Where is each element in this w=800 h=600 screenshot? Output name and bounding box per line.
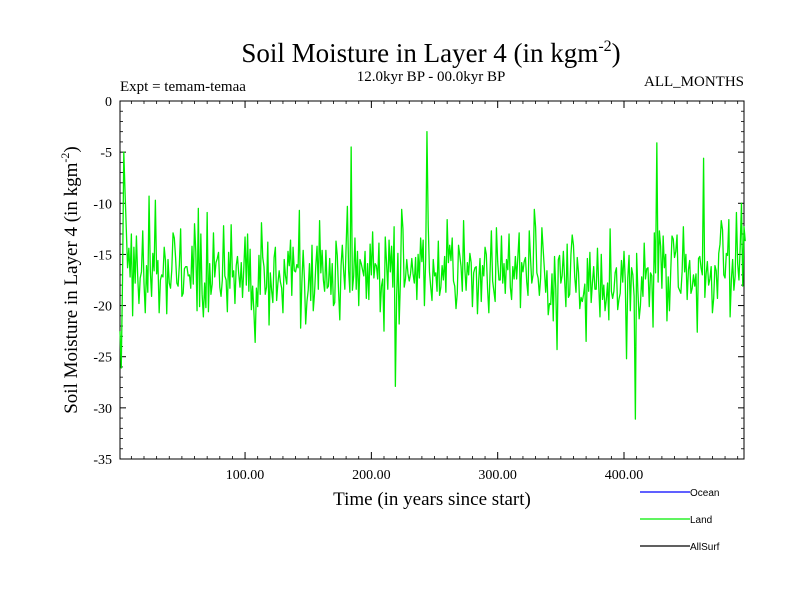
months-label: ALL_MONTHS bbox=[644, 74, 744, 90]
legend-land-label: Land bbox=[690, 515, 712, 526]
y-tick-label: -20 bbox=[93, 300, 112, 315]
chart-title-superscript: -2 bbox=[598, 38, 611, 55]
x-axis-label: Time (in years since start) bbox=[333, 489, 531, 510]
chart-title-close: ) bbox=[612, 38, 621, 68]
chart-title: Soil Moisture in Layer 4 (in kgm-2) bbox=[241, 38, 620, 68]
y-axis-label-text: Soil Moisture in Layer 4 (in kgm bbox=[61, 162, 82, 413]
chart-subtitle: 12.0kyr BP - 00.0kyr BP bbox=[357, 69, 506, 85]
x-tick-label: 400.00 bbox=[605, 468, 644, 483]
y-tick-label: -10 bbox=[93, 197, 112, 212]
y-tick-label: -25 bbox=[93, 351, 112, 366]
experiment-label: Expt = temam-temaa bbox=[120, 79, 246, 95]
x-tick-label: 300.00 bbox=[478, 468, 517, 483]
legend-ocean-label: Ocean bbox=[690, 488, 719, 499]
y-tick-label: -35 bbox=[93, 453, 112, 468]
y-tick-label: -5 bbox=[100, 146, 112, 161]
legend: Ocean Land AllSurf bbox=[640, 488, 720, 553]
series-layer bbox=[119, 131, 746, 420]
chart-title-text: Soil Moisture in Layer 4 (in kgm bbox=[241, 38, 598, 68]
x-axis: 100.00 200.00 300.00 400.00 bbox=[130, 101, 739, 483]
y-axis-label: Soil Moisture in Layer 4 (in kgm-2) bbox=[58, 146, 82, 414]
x-tick-label: 200.00 bbox=[352, 468, 391, 483]
y-axis-label-close: ) bbox=[61, 146, 82, 152]
plot-frame bbox=[119, 100, 745, 460]
y-axis-label-superscript: -2 bbox=[58, 153, 72, 163]
y-axis: 0 -5 -10 -15 -20 -25 -30 -35 bbox=[93, 95, 744, 468]
y-tick-label: -15 bbox=[93, 248, 112, 263]
y-tick-label: 0 bbox=[105, 95, 112, 110]
legend-allsurf-label: AllSurf bbox=[690, 542, 720, 553]
x-tick-label: 100.00 bbox=[226, 468, 265, 483]
y-tick-label: -30 bbox=[93, 402, 112, 417]
series-line-land bbox=[119, 131, 746, 420]
